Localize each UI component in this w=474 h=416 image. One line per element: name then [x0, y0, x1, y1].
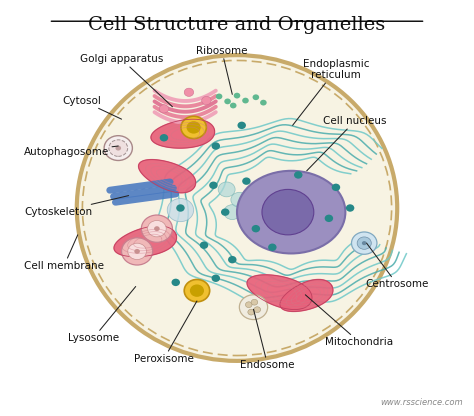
Circle shape [277, 196, 286, 203]
Text: Mitochondria: Mitochondria [305, 295, 393, 347]
Circle shape [346, 204, 355, 212]
Circle shape [224, 205, 241, 220]
Circle shape [248, 309, 255, 315]
Text: Golgi apparatus: Golgi apparatus [80, 54, 173, 107]
Circle shape [234, 93, 240, 99]
Circle shape [216, 94, 222, 99]
Circle shape [187, 121, 201, 134]
Circle shape [184, 280, 210, 302]
Circle shape [325, 215, 333, 222]
Circle shape [154, 226, 160, 231]
Circle shape [116, 146, 121, 151]
Ellipse shape [237, 171, 346, 253]
Circle shape [294, 171, 302, 178]
Circle shape [253, 94, 259, 100]
Text: Autophagosome: Autophagosome [24, 146, 118, 157]
Circle shape [230, 103, 237, 109]
Circle shape [211, 142, 220, 150]
Polygon shape [280, 280, 333, 312]
Circle shape [237, 121, 246, 129]
Circle shape [242, 98, 249, 104]
Text: Endoplasmic
reticulum: Endoplasmic reticulum [292, 59, 369, 125]
Circle shape [268, 243, 277, 251]
Circle shape [141, 215, 173, 242]
Circle shape [159, 105, 169, 113]
Text: Lysosome: Lysosome [68, 287, 136, 343]
Circle shape [209, 181, 218, 189]
Text: Cytoskeleton: Cytoskeleton [24, 196, 128, 217]
Polygon shape [151, 119, 215, 148]
Circle shape [121, 238, 153, 265]
Circle shape [181, 116, 206, 139]
Circle shape [172, 279, 180, 286]
Circle shape [176, 204, 185, 212]
Circle shape [224, 99, 231, 104]
Circle shape [201, 97, 211, 105]
Circle shape [128, 243, 146, 260]
Circle shape [104, 136, 132, 161]
Circle shape [252, 225, 260, 233]
Text: Cytosol: Cytosol [63, 96, 121, 119]
Circle shape [260, 100, 267, 106]
Circle shape [332, 183, 340, 191]
Circle shape [239, 295, 268, 319]
Polygon shape [114, 226, 176, 257]
Circle shape [254, 307, 261, 312]
Text: Cell nucleus: Cell nucleus [307, 116, 387, 171]
Circle shape [147, 220, 166, 237]
Circle shape [362, 241, 366, 245]
Text: Cell Structure and Organelles: Cell Structure and Organelles [88, 16, 386, 34]
Circle shape [251, 300, 258, 305]
Circle shape [357, 237, 371, 249]
Circle shape [228, 256, 237, 263]
Circle shape [109, 140, 128, 156]
Circle shape [134, 249, 140, 254]
Circle shape [352, 232, 377, 254]
Circle shape [231, 192, 248, 207]
Text: Ribosome: Ribosome [196, 46, 248, 94]
Circle shape [184, 88, 194, 97]
Ellipse shape [77, 55, 397, 361]
Circle shape [242, 177, 251, 185]
Circle shape [246, 302, 252, 307]
Circle shape [218, 182, 235, 197]
Text: Endosome: Endosome [240, 309, 295, 370]
Polygon shape [138, 160, 196, 193]
Circle shape [211, 275, 220, 282]
Circle shape [200, 241, 208, 249]
Circle shape [190, 285, 204, 297]
Text: Centrosome: Centrosome [365, 243, 429, 290]
Circle shape [160, 134, 168, 141]
Circle shape [167, 198, 194, 222]
Text: www.rsscience.com: www.rsscience.com [381, 398, 463, 407]
Polygon shape [247, 275, 312, 310]
Text: Cell membrane: Cell membrane [24, 235, 104, 271]
Circle shape [262, 189, 314, 235]
Circle shape [221, 208, 229, 216]
Text: Peroxisome: Peroxisome [134, 301, 197, 364]
